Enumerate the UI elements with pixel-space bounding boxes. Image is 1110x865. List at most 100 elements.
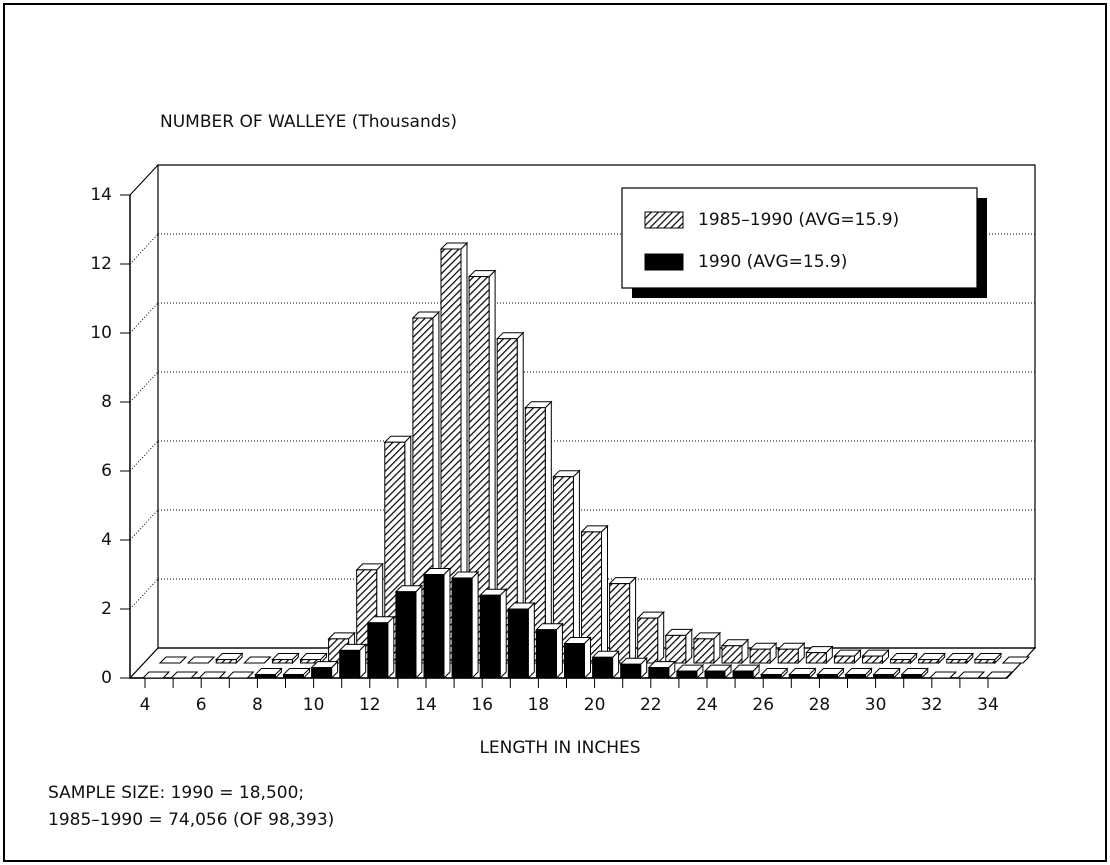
bar: [844, 667, 873, 680]
bar: [254, 667, 283, 680]
x-axis-label: LENGTH IN INCHES: [479, 738, 640, 758]
bar: [720, 638, 750, 665]
note: 1985–1990 = 74,056 (OF 98,393): [48, 810, 334, 830]
bar: [973, 652, 1003, 665]
bar-face: [226, 671, 255, 679]
bar: [889, 652, 918, 665]
x-tick-label: 8: [252, 695, 263, 715]
bar-face: [468, 276, 490, 664]
bar-face: [704, 670, 726, 679]
chart-title: NUMBER OF WALLEYE (Thousands): [160, 112, 457, 132]
bar-face: [693, 638, 715, 664]
bar-face: [665, 634, 687, 664]
bar-face: [186, 656, 216, 664]
grid-line: [129, 440, 159, 472]
x-tick-label: 34: [977, 695, 999, 715]
bar-face: [471, 570, 479, 680]
bar-face: [524, 407, 546, 664]
bar: [759, 667, 789, 680]
bar-face: [918, 659, 940, 664]
bar-face: [552, 476, 574, 664]
legend-swatch: [644, 211, 684, 229]
bar: [591, 650, 620, 680]
bar-face: [732, 670, 754, 679]
x-tick-label: 14: [415, 695, 437, 715]
bar: [619, 656, 648, 680]
bar: [647, 660, 677, 680]
bar-face: [833, 655, 855, 664]
bar-face: [676, 670, 698, 679]
bar: [956, 671, 986, 679]
grid-line: [129, 578, 159, 610]
bar-face: [496, 338, 518, 664]
bar-face: [777, 648, 799, 664]
bar-face: [271, 659, 293, 664]
y-tick-label: 8: [101, 392, 112, 412]
legend-swatch: [644, 253, 684, 271]
bar: [450, 570, 480, 680]
bar-face: [243, 656, 272, 664]
bar-face: [584, 636, 591, 680]
bar-face: [721, 645, 743, 664]
bar: [197, 671, 227, 679]
legend-label: 1985–1990 (AVG=15.9): [698, 210, 899, 230]
bar: [776, 641, 806, 665]
bar: [861, 648, 890, 665]
bar-face: [901, 674, 923, 679]
bar-face: [749, 648, 771, 664]
bar-face: [339, 649, 361, 679]
y-tick-label: 6: [101, 461, 112, 481]
bar-face: [527, 601, 535, 680]
bar-face: [648, 667, 670, 679]
legend: [621, 187, 978, 289]
bar: [552, 469, 581, 665]
bar-face: [535, 629, 557, 679]
bar-face: [601, 524, 608, 665]
bar-face: [845, 674, 866, 679]
bar: [282, 667, 311, 680]
x-tick-label: 28: [809, 695, 831, 715]
bar: [478, 587, 508, 680]
x-tick-label: 12: [359, 695, 381, 715]
bar-face: [637, 617, 659, 664]
bar: [524, 400, 553, 665]
bar: [816, 667, 845, 680]
bar-face: [564, 643, 585, 679]
y-tick-label: 4: [101, 530, 112, 550]
bar-face: [479, 594, 501, 679]
bar-face: [254, 674, 276, 679]
bar-face: [816, 674, 838, 679]
bar: [310, 660, 339, 680]
bar: [664, 628, 694, 665]
bar: [467, 269, 497, 665]
bar: [141, 671, 171, 679]
bar: [580, 524, 609, 665]
bar-face: [141, 671, 171, 679]
x-tick-label: 20: [584, 695, 606, 715]
x-tick-label: 10: [303, 695, 325, 715]
bar-face: [890, 659, 912, 664]
x-tick-label: 4: [140, 695, 151, 715]
bar-face: [440, 248, 462, 664]
bar-face: [197, 671, 227, 679]
bar-face: [657, 610, 665, 665]
bar: [872, 667, 901, 680]
bar-face: [572, 469, 580, 665]
bar-face: [974, 659, 996, 664]
bar-face: [620, 663, 642, 679]
bar-face: [760, 674, 782, 679]
bar: [214, 652, 244, 665]
bar-face: [1001, 656, 1031, 664]
x-tick-label: 18: [528, 695, 550, 715]
bar-face: [423, 574, 445, 679]
bar-face: [387, 615, 395, 680]
bar-face: [443, 567, 451, 680]
bar: [394, 584, 424, 680]
x-tick-label: 6: [196, 695, 207, 715]
bar-face: [415, 584, 423, 680]
bar: [692, 631, 722, 665]
grid-line: [129, 233, 159, 265]
bar: [338, 643, 367, 680]
bar: [788, 667, 817, 680]
